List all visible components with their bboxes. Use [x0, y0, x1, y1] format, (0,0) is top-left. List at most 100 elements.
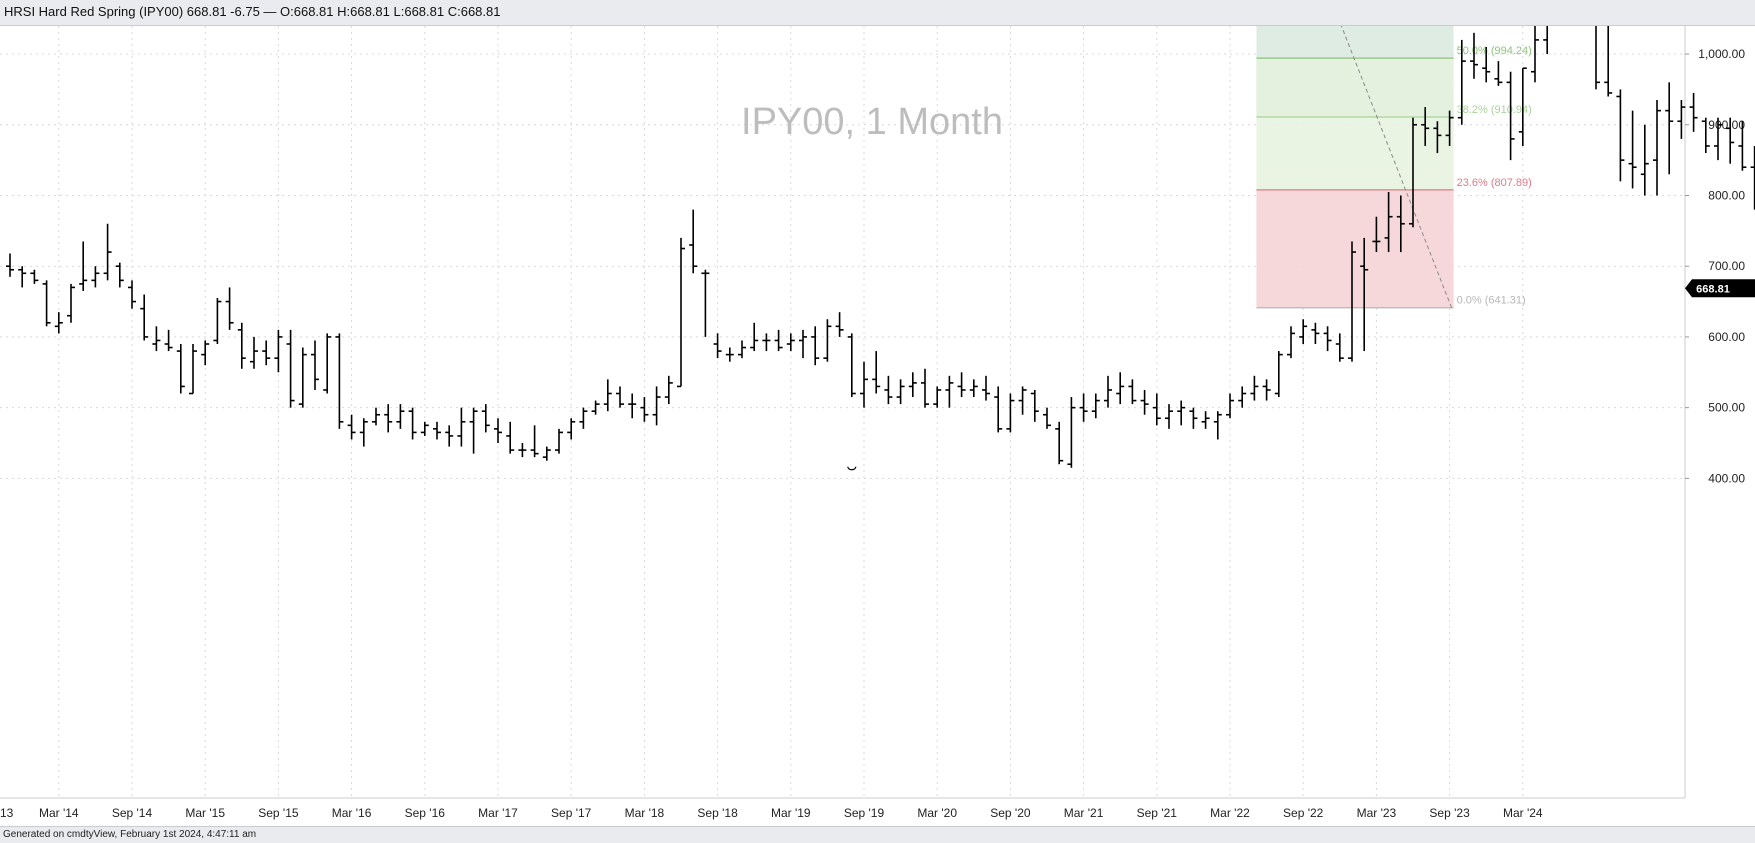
ohlc-bar[interactable] [1177, 400, 1186, 426]
ohlc-bar[interactable] [1714, 117, 1722, 161]
ohlc-bar[interactable] [1116, 372, 1125, 405]
ohlc-bar[interactable] [1433, 121, 1442, 154]
ohlc-bar[interactable] [152, 326, 161, 352]
ohlc-bar[interactable] [762, 333, 771, 352]
ohlc-bar[interactable] [91, 266, 100, 288]
ohlc-bar[interactable] [1482, 46, 1491, 83]
ohlc-bar[interactable] [408, 407, 417, 440]
ohlc-bar[interactable] [372, 407, 380, 426]
ohlc-bar[interactable] [591, 400, 600, 415]
ohlc-bar[interactable] [1738, 121, 1747, 171]
ohlc-bar[interactable] [1043, 407, 1051, 429]
ohlc-bar[interactable] [347, 414, 356, 440]
ohlc-bar[interactable] [286, 329, 295, 408]
ohlc-bar[interactable] [201, 340, 210, 366]
ohlc-bar[interactable] [1238, 386, 1247, 408]
ohlc-bar[interactable] [640, 397, 649, 422]
ohlc-bar[interactable] [1640, 124, 1649, 196]
ohlc-bar[interactable] [738, 340, 746, 359]
ohlc-bar[interactable] [1006, 393, 1015, 433]
ohlc-bar[interactable] [567, 418, 576, 440]
ohlc-bar[interactable] [1140, 389, 1149, 415]
ohlc-bar[interactable] [774, 329, 783, 352]
ohlc-bar[interactable] [481, 404, 490, 433]
ohlc-bar[interactable] [433, 421, 441, 440]
ohlc-bar[interactable] [860, 361, 868, 408]
ohlc-bar[interactable] [628, 393, 637, 419]
ohlc-bar[interactable] [1616, 89, 1625, 182]
ohlc-bar[interactable] [1470, 32, 1478, 79]
ohlc-bar[interactable] [1067, 397, 1076, 468]
ohlc-bar[interactable] [1701, 117, 1710, 154]
ohlc-bar[interactable] [1287, 326, 1295, 359]
ohlc-bar[interactable] [1189, 407, 1198, 429]
ohlc-bar[interactable] [896, 379, 905, 405]
ohlc-bar[interactable] [1018, 386, 1027, 415]
ohlc-bar[interactable] [823, 319, 832, 362]
ohlc-bar[interactable] [799, 329, 807, 359]
ohlc-bar[interactable] [542, 446, 551, 461]
ohlc-bar[interactable] [786, 333, 795, 352]
ohlc-bar[interactable] [1409, 117, 1417, 228]
ohlc-bar[interactable] [616, 386, 624, 408]
ohlc-bar[interactable] [42, 280, 51, 327]
ohlc-bar[interactable] [1372, 216, 1381, 253]
ohlc-bar[interactable] [1262, 379, 1271, 401]
ohlc-bar[interactable] [835, 312, 844, 337]
ohlc-bar[interactable] [518, 443, 527, 458]
ohlc-bar[interactable] [164, 329, 173, 352]
price-chart[interactable]: 400.00 500.00 600.00 700.00 800.00 900.00 1,00… [0, 26, 1755, 826]
ohlc-bar[interactable] [298, 347, 307, 408]
ohlc-bar[interactable] [1750, 145, 1755, 210]
ohlc-bar[interactable] [1128, 379, 1137, 405]
ohlc-bar[interactable] [225, 287, 234, 330]
ohlc-bar[interactable] [335, 333, 344, 429]
ohlc-bar[interactable] [921, 368, 929, 408]
ohlc-bar[interactable] [1079, 393, 1088, 422]
ohlc-bar[interactable] [677, 237, 685, 388]
ohlc-bar[interactable] [1384, 191, 1393, 253]
ohlc-bar[interactable] [1274, 351, 1283, 398]
ohlc-bar[interactable] [176, 344, 185, 394]
ohlc-bar[interactable] [128, 280, 136, 309]
ohlc-bar[interactable] [1543, 26, 1551, 55]
ohlc-bar[interactable] [1396, 195, 1405, 253]
ohlc-bar[interactable] [1360, 237, 1369, 352]
ohlc-bar[interactable] [689, 209, 698, 274]
ohlc-bar[interactable] [1348, 241, 1356, 362]
ohlc-bar[interactable] [384, 404, 393, 433]
ohlc-bar[interactable] [994, 386, 1003, 433]
ohlc-bar[interactable] [140, 294, 149, 341]
ohlc-bar[interactable] [1030, 389, 1039, 422]
ohlc-bar[interactable] [884, 375, 893, 405]
ohlc-bar[interactable] [1299, 319, 1308, 345]
ohlc-bar[interactable] [1665, 82, 1674, 175]
ohlc-bar[interactable] [1457, 39, 1466, 125]
ohlc-bar[interactable] [359, 418, 368, 447]
ohlc-bar[interactable] [274, 329, 283, 373]
ohlc-bar[interactable] [1628, 110, 1637, 189]
ohlc-bar[interactable] [713, 333, 722, 359]
ohlc-bar[interactable] [1726, 117, 1735, 164]
ohlc-bar[interactable] [457, 407, 466, 447]
ohlc-bar[interactable] [908, 372, 917, 398]
ohlc-bar[interactable] [957, 372, 966, 398]
ohlc-bar[interactable] [701, 269, 710, 337]
ohlc-bar[interactable] [445, 425, 454, 447]
ohlc-bar[interactable] [579, 407, 588, 429]
ohlc-bar[interactable] [847, 333, 856, 398]
ohlc-bar[interactable] [1592, 26, 1600, 90]
ohlc-bar[interactable] [1689, 92, 1698, 132]
ohlc-bar[interactable] [1604, 26, 1613, 97]
ohlc-bar[interactable] [262, 340, 271, 366]
ohlc-bar[interactable] [555, 428, 563, 454]
ohlc-bar[interactable] [189, 344, 197, 395]
ohlc-bar[interactable] [1445, 110, 1454, 146]
ohlc-bar[interactable] [1421, 107, 1430, 146]
ohlc-bar[interactable] [103, 223, 112, 281]
ohlc-bar[interactable] [1494, 61, 1503, 86]
ohlc-bar[interactable] [1165, 404, 1173, 429]
ohlc-bar[interactable] [250, 336, 258, 369]
ohlc-bar[interactable] [494, 418, 502, 444]
ohlc-bar[interactable] [1055, 421, 1064, 465]
